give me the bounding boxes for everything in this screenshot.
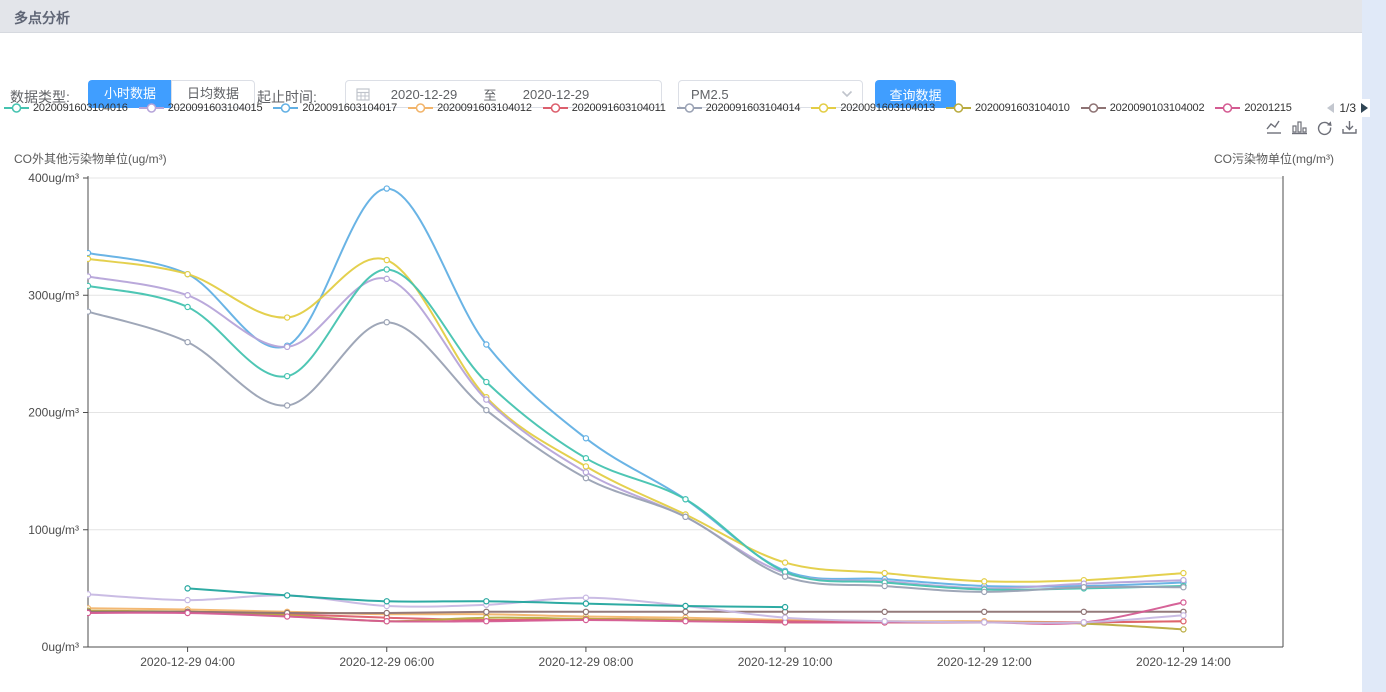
- legend-item[interactable]: 2020091603104014: [676, 102, 801, 114]
- legend-pager: 1/3: [1321, 99, 1370, 117]
- legend-marker-icon: [811, 103, 837, 113]
- legend-item[interactable]: 2020090103104002: [1080, 102, 1205, 114]
- svg-text:0ug/m³: 0ug/m³: [42, 640, 79, 654]
- svg-text:2020-12-29 12:00: 2020-12-29 12:00: [937, 655, 1032, 669]
- legend-item[interactable]: 2020091603104015: [138, 102, 263, 114]
- legend-item[interactable]: 2020091603104017: [273, 102, 397, 114]
- start-date-input[interactable]: [370, 86, 478, 102]
- legend-item[interactable]: 2020091603104011: [542, 102, 666, 114]
- legend-marker-icon: [138, 103, 164, 113]
- chart-canvas[interactable]: 0ug/m³ 100ug/m³ 200ug/m³ 300ug/m³ 400ug/m³ 20…: [0, 168, 1386, 692]
- date-range-picker[interactable]: 至: [345, 80, 662, 108]
- legend-item[interactable]: 2020091603104013: [811, 102, 935, 114]
- legend-prev-icon[interactable]: [1325, 102, 1335, 114]
- chart-toolbox: [1266, 119, 1358, 136]
- pollutant-select[interactable]: PM2.5: [678, 80, 863, 108]
- svg-text:200ug/m³: 200ug/m³: [28, 406, 79, 420]
- chart-legend: 2020091603104016 2020091603104015 20200916…: [4, 99, 1320, 117]
- svg-text:100ug/m³: 100ug/m³: [28, 523, 79, 537]
- legend-item-label: 20201215: [1244, 102, 1292, 114]
- legend-marker-icon: [946, 103, 971, 113]
- legend-marker-icon: [4, 103, 29, 113]
- toolbar: 数据类型: 小时数据 日均数据 起止时间: 至 PM2.5 查询数据: [0, 33, 1362, 108]
- title-bar: 多点分析: [0, 0, 1362, 33]
- svg-text:2020-12-29 06:00: 2020-12-29 06:00: [339, 655, 434, 669]
- legend-marker-icon: [1080, 103, 1106, 113]
- legend-marker-icon: [542, 103, 568, 113]
- date-range-label: 起止时间:: [257, 89, 317, 105]
- range-separator: 至: [483, 87, 497, 103]
- legend-next-icon[interactable]: [1360, 102, 1370, 114]
- legend-marker-icon: [676, 103, 702, 113]
- line-chart-icon[interactable]: [1266, 119, 1283, 136]
- legend-marker-icon: [273, 103, 299, 113]
- right-axis-title: CO污染物单位(mg/m³): [1214, 152, 1334, 166]
- pollutant-selected-value: PM2.5: [691, 86, 729, 102]
- svg-text:400ug/m³: 400ug/m³: [28, 171, 79, 185]
- legend-item-label: 2020091603104011: [571, 102, 666, 114]
- svg-text:300ug/m³: 300ug/m³: [28, 288, 79, 302]
- legend-item-label: 2020090103104002: [1109, 102, 1205, 114]
- page-title: 多点分析: [14, 10, 70, 26]
- restore-icon[interactable]: [1316, 119, 1333, 136]
- daily-data-button[interactable]: 日均数据: [171, 80, 256, 108]
- legend-marker-icon: [1215, 103, 1241, 113]
- legend-item-label: 2020091603104010: [975, 102, 1070, 114]
- svg-text:2020-12-29 08:00: 2020-12-29 08:00: [539, 655, 634, 669]
- legend-item[interactable]: 20201215: [1215, 102, 1292, 114]
- data-type-label: 数据类型:: [10, 89, 70, 105]
- bar-chart-icon[interactable]: [1291, 119, 1308, 136]
- svg-text:2020-12-29 14:00: 2020-12-29 14:00: [1136, 655, 1231, 669]
- legend-item[interactable]: 2020091603104016: [4, 102, 128, 114]
- legend-page-indicator: 1/3: [1339, 101, 1356, 115]
- data-type-button-group: 小时数据 日均数据: [88, 80, 256, 108]
- save-image-icon[interactable]: [1341, 119, 1358, 136]
- left-axis-title: CO外其他污染物单位(ug/m³): [14, 152, 167, 166]
- end-date-input[interactable]: [502, 86, 610, 102]
- legend-item-label: 2020091603104013: [840, 102, 935, 114]
- legend-item-label: 2020091603104015: [167, 102, 263, 114]
- calendar-icon: [356, 88, 370, 101]
- legend-item-label: 2020091603104016: [33, 102, 128, 114]
- hourly-data-button[interactable]: 小时数据: [88, 80, 172, 108]
- legend-item[interactable]: 2020091603104010: [946, 102, 1070, 114]
- line-chart[interactable]: 0ug/m³ 100ug/m³ 200ug/m³ 300ug/m³ 400ug/m³ 20…: [0, 168, 1386, 692]
- legend-item[interactable]: 2020091603104012: [408, 102, 532, 114]
- svg-text:2020-12-29 04:00: 2020-12-29 04:00: [140, 655, 235, 669]
- query-data-button[interactable]: 查询数据: [875, 80, 956, 108]
- chevron-down-icon: [841, 90, 853, 98]
- legend-item-label: 2020091603104017: [302, 102, 398, 114]
- svg-text:2020-12-29 10:00: 2020-12-29 10:00: [738, 655, 833, 669]
- legend-item-label: 2020091603104012: [437, 102, 532, 114]
- legend-item-label: 2020091603104014: [705, 102, 801, 114]
- legend-marker-icon: [408, 103, 434, 113]
